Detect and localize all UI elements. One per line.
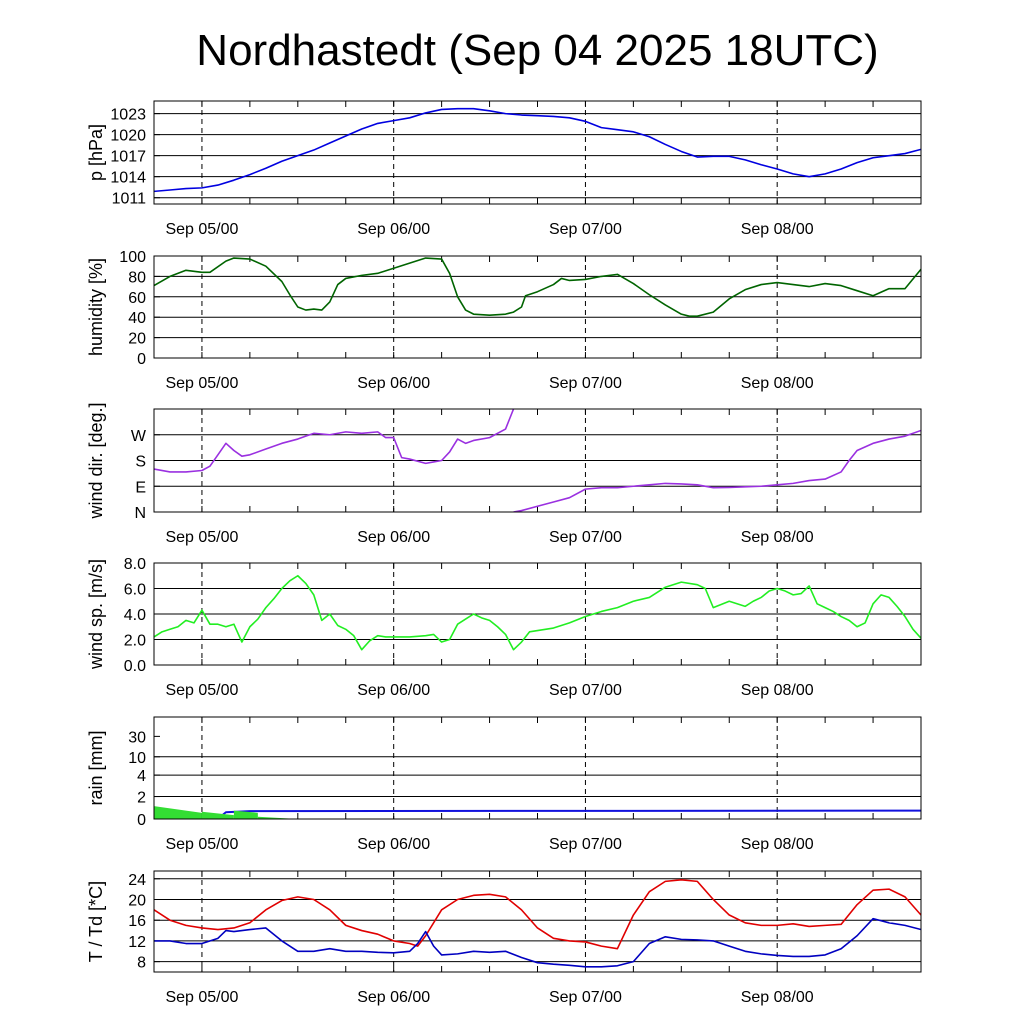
ytick-label-humidity: 0 bbox=[137, 351, 146, 368]
series-line-wind-speed bbox=[154, 574, 921, 651]
ytick-label-wind_speed: 4.0 bbox=[124, 607, 146, 624]
ylabel-temperature: T / Td [*C] bbox=[86, 881, 106, 962]
panel-humidity: 0 20 40 60 80 100 Sep 05/00 Sep 06/00 Sep 07/00 S… bbox=[86, 249, 922, 392]
xtick-label-rain: Sep 05/00 bbox=[165, 836, 238, 853]
plot-area-rain bbox=[154, 806, 921, 819]
ytick-label-wind_direction: N bbox=[134, 505, 146, 522]
ytick-label-humidity: 80 bbox=[128, 269, 146, 286]
xtick-label-wind_direction: Sep 08/00 bbox=[741, 529, 814, 546]
series-line-humidity bbox=[154, 257, 921, 317]
xtick-label-wind_speed: Sep 06/00 bbox=[357, 682, 430, 699]
ytick-label-wind_speed: 0.0 bbox=[124, 658, 146, 675]
xtick-label-rain: Sep 07/00 bbox=[549, 836, 622, 853]
ytick-label-temperature: 8 bbox=[137, 955, 146, 972]
xtick-label-pressure: Sep 05/00 bbox=[165, 221, 238, 238]
xtick-label-rain: Sep 06/00 bbox=[357, 836, 430, 853]
xtick-label-humidity: Sep 08/00 bbox=[741, 375, 814, 392]
xtick-label-temperature: Sep 07/00 bbox=[549, 989, 622, 1006]
ytick-label-pressure: 1023 bbox=[110, 107, 146, 124]
ytick-label-temperature: 24 bbox=[128, 872, 146, 889]
ytick-label-wind_speed: 8.0 bbox=[124, 556, 146, 573]
xtick-label-temperature: Sep 08/00 bbox=[741, 989, 814, 1006]
xtick-label-pressure: Sep 08/00 bbox=[741, 221, 814, 238]
ylabel-rain: rain [mm] bbox=[86, 730, 106, 805]
xtick-label-wind_direction: Sep 07/00 bbox=[549, 529, 622, 546]
ytick-label-rain: 2 bbox=[137, 790, 146, 807]
ylabel-wind_speed: wind sp. [m/s] bbox=[86, 559, 106, 670]
series-line-td bbox=[154, 917, 921, 968]
ylabel-wind_direction: wind dir. [deg.] bbox=[86, 402, 106, 519]
xtick-label-wind_direction: Sep 06/00 bbox=[357, 529, 430, 546]
panel-frame-pressure bbox=[153, 100, 922, 205]
ytick-label-wind_direction: W bbox=[131, 428, 147, 445]
xtick-label-temperature: Sep 05/00 bbox=[165, 989, 238, 1006]
ytick-label-rain: 30 bbox=[128, 729, 146, 746]
panel-pressure: 1011 1014 1017 1020 1023 Sep 05/00 Sep 06/00 Se… bbox=[86, 100, 922, 238]
ytick-label-humidity: 100 bbox=[119, 249, 146, 266]
ytick-label-humidity: 60 bbox=[128, 290, 146, 307]
xtick-label-wind_speed: Sep 08/00 bbox=[741, 682, 814, 699]
xtick-label-wind_speed: Sep 07/00 bbox=[549, 682, 622, 699]
panel-wind_speed: 0.0 2.0 4.0 6.0 8.0 Sep 05/00 Sep 06/00 Sep 07/… bbox=[86, 556, 922, 699]
panel-frame-humidity bbox=[153, 255, 922, 359]
chart-title: Nordhastedt (Sep 04 2025 18UTC) bbox=[196, 26, 879, 75]
panel-temperature: 8 12 16 20 24 Sep 05/00 Sep 06/00 Sep 07/00 Sep … bbox=[86, 870, 922, 1006]
ytick-label-humidity: 40 bbox=[128, 310, 146, 327]
ytick-label-wind_direction: S bbox=[135, 454, 146, 471]
plot-area-wind_direction bbox=[154, 409, 921, 512]
rain-rate-bar bbox=[257, 816, 298, 819]
panel-frame-rain bbox=[153, 716, 922, 820]
xtick-label-wind_speed: Sep 05/00 bbox=[165, 682, 238, 699]
series-line-wind-direction bbox=[154, 409, 515, 473]
ytick-label-rain: 10 bbox=[128, 750, 146, 767]
ytick-label-temperature: 12 bbox=[128, 934, 146, 951]
ytick-label-pressure: 1014 bbox=[110, 170, 146, 187]
ytick-label-rain: 4 bbox=[137, 768, 146, 785]
xtick-label-rain: Sep 08/00 bbox=[741, 836, 814, 853]
panel-frame-wind_direction bbox=[153, 408, 922, 513]
panel-frame-temperature bbox=[153, 870, 922, 973]
ytick-label-temperature: 16 bbox=[128, 913, 146, 930]
xtick-label-temperature: Sep 06/00 bbox=[357, 989, 430, 1006]
rain-rate-bar bbox=[154, 806, 202, 819]
xtick-label-humidity: Sep 06/00 bbox=[357, 375, 430, 392]
plot-area-humidity bbox=[154, 257, 921, 317]
ytick-label-humidity: 20 bbox=[128, 331, 146, 348]
rain-rate-bar bbox=[233, 810, 258, 819]
ytick-label-pressure: 1020 bbox=[110, 128, 146, 145]
xtick-label-wind_direction: Sep 05/00 bbox=[165, 529, 238, 546]
xtick-label-humidity: Sep 07/00 bbox=[549, 375, 622, 392]
xtick-label-pressure: Sep 06/00 bbox=[357, 221, 430, 238]
panel-rain: 0 2 410 30 Sep 05/00 Sep 06/00 Sep 07/00 Sep 08… bbox=[86, 716, 922, 853]
ytick-label-wind_direction: E bbox=[135, 479, 146, 496]
panel-frame-wind_speed bbox=[153, 562, 922, 666]
plot-area-pressure bbox=[154, 107, 921, 193]
rain-rate-bar bbox=[201, 811, 234, 819]
ylabel-pressure: p [hPa] bbox=[86, 124, 106, 181]
xtick-label-humidity: Sep 05/00 bbox=[165, 375, 238, 392]
ytick-label-pressure: 1017 bbox=[110, 149, 146, 166]
series-line-p bbox=[154, 107, 921, 193]
xtick-label-pressure: Sep 07/00 bbox=[549, 221, 622, 238]
series-line-t bbox=[154, 879, 921, 950]
series-line-wind-direction bbox=[513, 429, 921, 512]
ytick-label-wind_speed: 6.0 bbox=[124, 582, 146, 599]
ytick-label-rain: 0 bbox=[137, 812, 146, 829]
ytick-label-wind_speed: 2.0 bbox=[124, 633, 146, 650]
plot-area-temperature bbox=[154, 879, 921, 968]
ylabel-humidity: humidity [%] bbox=[86, 258, 106, 356]
ytick-label-temperature: 20 bbox=[128, 892, 146, 909]
plot-area-wind_speed bbox=[154, 574, 921, 651]
ytick-label-pressure: 1011 bbox=[112, 191, 147, 208]
